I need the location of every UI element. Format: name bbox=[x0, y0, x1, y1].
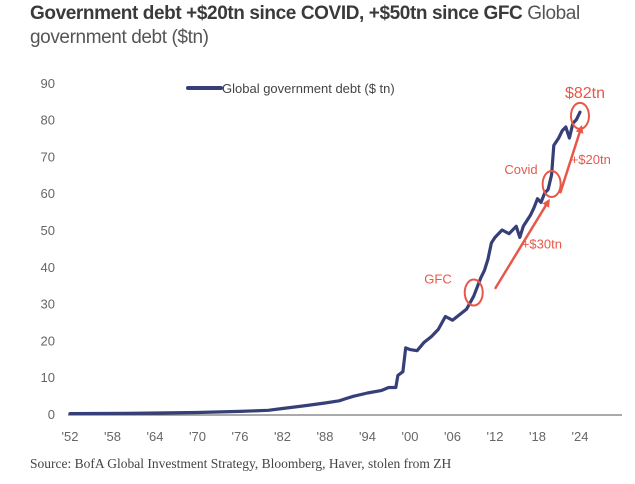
x-tick-label: '70 bbox=[189, 429, 206, 444]
x-tick-label: '18 bbox=[529, 429, 546, 444]
source-note: Source: BofA Global Investment Strategy,… bbox=[30, 456, 452, 471]
annotation-arrow bbox=[558, 125, 584, 194]
y-tick-label: 30 bbox=[41, 297, 55, 312]
x-axis-ticks: '52 '58 '64 '70 '76 '82 '88 '94 '00 '06 '12 '18 '24 bbox=[62, 429, 589, 444]
annotation-arrow bbox=[493, 198, 550, 290]
annotation-arrow-label: +$20tn bbox=[571, 152, 611, 167]
y-axis-ticks: 0 10 20 30 40 50 60 70 80 90 bbox=[41, 76, 55, 422]
x-tick-label: '12 bbox=[487, 429, 504, 444]
annotations: GFC Covid $82tn +$30tn +$20tn bbox=[424, 85, 611, 307]
x-tick-label: '24 bbox=[571, 429, 588, 444]
x-tick-label: '00 bbox=[402, 429, 419, 444]
y-tick-label: 70 bbox=[41, 149, 55, 164]
y-tick-label: 0 bbox=[48, 407, 55, 422]
annotation-label: GFC bbox=[424, 272, 451, 287]
annotation-label: $82tn bbox=[565, 85, 605, 102]
x-tick-label: '88 bbox=[317, 429, 334, 444]
y-tick-label: 10 bbox=[41, 370, 55, 385]
annotation-arrow-label: +$30tn bbox=[522, 237, 562, 252]
chart-title-bold: Government debt +$20tn since COVID, +$50… bbox=[30, 3, 523, 24]
x-tick-label: '06 bbox=[444, 429, 461, 444]
legend-label: Global government debt ($ tn) bbox=[222, 81, 395, 96]
x-tick-label: '94 bbox=[359, 429, 376, 444]
chart-title-subtitle: Global government debt ($tn) bbox=[30, 3, 580, 48]
y-tick-label: 60 bbox=[41, 186, 55, 201]
y-tick-label: 50 bbox=[41, 223, 55, 238]
annotation-circle bbox=[569, 101, 590, 130]
x-tick-label: '52 bbox=[62, 429, 79, 444]
annotation-circle bbox=[541, 170, 562, 198]
annotation-label: Covid bbox=[504, 162, 537, 177]
series-line-global-government-debt bbox=[68, 110, 582, 416]
y-tick-label: 80 bbox=[41, 113, 55, 128]
chart-title: Government debt +$20tn since COVID, +$50… bbox=[30, 2, 630, 50]
x-tick-label: '76 bbox=[232, 429, 249, 444]
y-tick-label: 90 bbox=[41, 76, 55, 91]
x-tick-label: '64 bbox=[147, 429, 164, 444]
annotation-circle bbox=[463, 278, 484, 307]
x-tick-label: '82 bbox=[274, 429, 291, 444]
y-tick-label: 40 bbox=[41, 260, 55, 275]
x-tick-label: '58 bbox=[104, 429, 121, 444]
legend: Global government debt ($ tn) bbox=[186, 81, 395, 96]
y-tick-label: 20 bbox=[41, 333, 55, 348]
